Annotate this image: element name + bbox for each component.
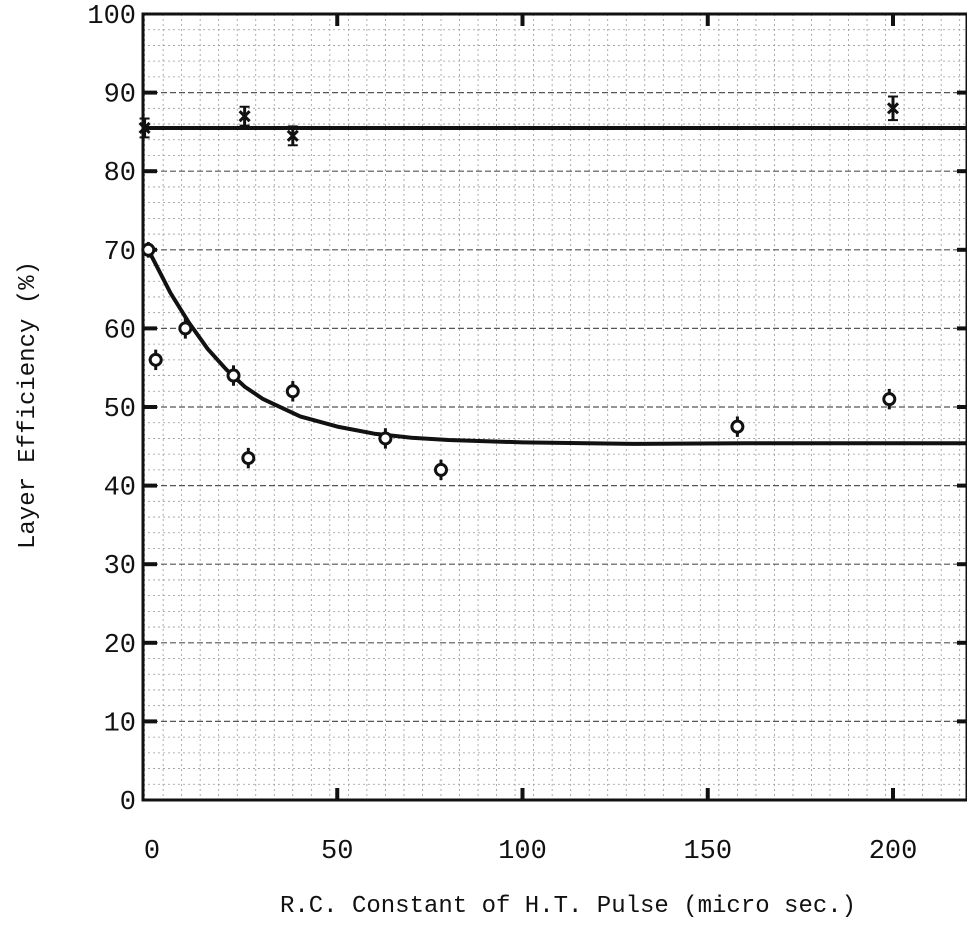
cross-marker — [286, 129, 299, 142]
y-tick-label: 40 — [104, 474, 136, 504]
x-tick-labels: 0 50 100 150 200 — [144, 837, 917, 867]
circle-marker — [178, 321, 193, 336]
cross-point — [286, 125, 299, 147]
cross-point — [886, 95, 900, 122]
minor-grid — [143, 14, 967, 800]
x-tick-label: 150 — [683, 837, 732, 867]
circle-point — [141, 241, 156, 258]
x-tick-label: 0 — [144, 837, 160, 867]
x-tick-label: 100 — [498, 837, 547, 867]
data-points — [138, 95, 900, 481]
cross-point — [138, 117, 151, 139]
y-tick-label: 60 — [104, 316, 136, 346]
y-tick-label: 10 — [104, 709, 136, 739]
circle-point — [241, 447, 256, 469]
circle-marker — [226, 368, 241, 383]
circle-point — [433, 459, 448, 481]
y-tick-label: 20 — [104, 631, 136, 661]
circle-point — [285, 381, 300, 402]
x-tick-label: 50 — [321, 837, 353, 867]
fit-line — [146, 247, 967, 446]
circle-point — [226, 365, 241, 386]
circle-marker — [433, 462, 448, 477]
circle-point — [378, 428, 393, 449]
y-tick-label: 80 — [104, 159, 136, 189]
y-tick-label: 50 — [104, 395, 136, 425]
circle-marker — [882, 392, 897, 407]
circle-marker — [241, 451, 256, 466]
circle-marker — [285, 384, 300, 399]
circle-marker — [141, 242, 156, 257]
cross-marker — [886, 102, 900, 115]
circle-point — [178, 318, 193, 339]
y-tick-label: 30 — [104, 552, 136, 582]
y-axis-title: Layer Efficiency (%) — [15, 261, 42, 549]
y-tick-label: 100 — [87, 2, 136, 32]
circle-marker — [730, 419, 745, 434]
y-tick-label: 70 — [104, 238, 136, 268]
axis-ticks — [143, 14, 967, 800]
circle-point — [882, 388, 897, 410]
x-axis-title: R.C. Constant of H.T. Pulse (micro sec.) — [280, 893, 856, 920]
circle-marker — [378, 431, 393, 446]
cross-marker — [238, 110, 251, 123]
circle-point — [730, 416, 745, 437]
y-tick-labels: 0 10 20 30 40 50 60 70 80 90 100 — [87, 2, 136, 818]
cross-point — [238, 105, 251, 127]
x-tick-label: 200 — [869, 837, 918, 867]
circle-point — [148, 349, 163, 371]
fit-lines — [142, 126, 967, 446]
y-tick-label: 0 — [120, 788, 136, 818]
cross-marker — [138, 121, 151, 135]
y-tick-label: 90 — [104, 81, 136, 111]
circle-marker — [148, 352, 163, 367]
